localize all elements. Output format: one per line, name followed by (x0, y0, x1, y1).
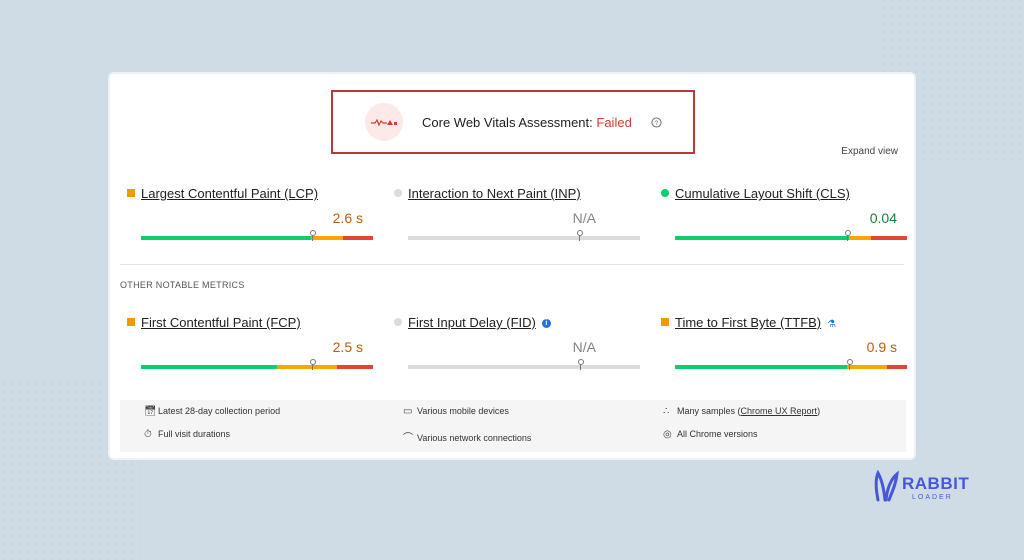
p75-marker-stem (579, 235, 580, 241)
rabbit-ears-icon (874, 470, 899, 502)
metric-label[interactable]: First Contentful Paint (FCP) (141, 315, 301, 330)
metric-fid: First Input Delay (FID) i N/A (394, 315, 640, 377)
wifi-icon: ⌒ (403, 433, 413, 444)
status-square-icon (127, 318, 135, 326)
metric-cls: Cumulative Layout Shift (CLS) 0.04 (661, 186, 907, 248)
metric-label[interactable]: First Input Delay (FID) i (408, 315, 551, 330)
info-collection-period: 📅︎Latest 28-day collection period (144, 406, 281, 417)
metric-ttfb: Time to First Byte (TTFB) ⚗ 0.9 s (661, 315, 907, 377)
metric-lcp: Largest Contentful Paint (LCP) 2.6 s (127, 186, 373, 248)
collection-info-panel: 📅︎Latest 28-day collection period ⏱︎ Full… (120, 400, 906, 452)
assessment-title: Core Web Vitals Assessment: Failed (422, 115, 632, 130)
info-chrome-versions: ◎ All Chrome versions (663, 429, 758, 440)
p75-marker (310, 230, 316, 236)
metric-value: 0.04 (869, 210, 897, 226)
assessment-label: Core Web Vitals Assessment: (422, 115, 593, 130)
p75-marker (310, 359, 316, 365)
failed-badge-icon (365, 103, 403, 141)
p75-marker (578, 359, 584, 365)
calendar-icon: 📅︎ (144, 406, 157, 417)
status-square-icon (661, 318, 669, 326)
devices-icon: ▭ (403, 406, 413, 417)
metric-value: 2.6 s (332, 210, 363, 226)
help-icon[interactable]: ? (651, 117, 662, 128)
assessment-status: Failed (596, 115, 632, 130)
assessment-banner: Core Web Vitals Assessment: Failed ? (331, 90, 695, 154)
people-icon: ∴ (663, 406, 670, 417)
section-divider (120, 264, 904, 265)
svg-text:?: ? (655, 120, 659, 127)
distribution-bar (675, 365, 907, 369)
metric-value: 0.9 s (866, 339, 897, 355)
distribution-bar (408, 236, 640, 240)
p75-marker-stem (580, 364, 581, 370)
info-devices: ▭ Various mobile devices (403, 406, 509, 417)
flask-icon[interactable]: ⚗ (827, 319, 837, 330)
status-circle-icon (661, 189, 669, 197)
distribution-bar (675, 236, 907, 240)
other-metrics-heading: OTHER NOTABLE METRICS (120, 280, 245, 290)
metric-value: 2.5 s (332, 339, 363, 355)
metric-value: N/A (572, 339, 596, 355)
metric-label[interactable]: Interaction to Next Paint (INP) (408, 186, 581, 201)
p75-marker-stem (849, 364, 850, 370)
stopwatch-icon: ⏱︎ (144, 429, 152, 440)
chrome-icon: ◎ (663, 429, 672, 440)
metric-label[interactable]: Cumulative Layout Shift (CLS) (675, 186, 850, 201)
brand-subname: LOADER (912, 494, 953, 501)
metric-inp: Interaction to Next Paint (INP) N/A (394, 186, 640, 248)
info-icon[interactable]: i (541, 319, 551, 329)
p75-marker (577, 230, 583, 236)
status-square-icon (127, 189, 135, 197)
p75-marker (845, 230, 851, 236)
info-samples: ∴ Many samples (Chrome UX Report) (663, 406, 821, 417)
status-circle-icon (394, 189, 402, 197)
metric-value: N/A (572, 210, 596, 226)
distribution-bar (141, 236, 373, 240)
expand-view-link[interactable]: Expand view (841, 146, 898, 157)
p75-marker-stem (312, 364, 313, 370)
p75-marker-stem (312, 235, 313, 241)
info-visit-durations: ⏱︎ Full visit durations (144, 429, 231, 440)
chrome-ux-report-link[interactable]: Chrome UX Report (740, 406, 818, 416)
metric-fcp: First Contentful Paint (FCP) 2.5 s (127, 315, 373, 377)
distribution-bar (408, 365, 640, 369)
rabbit-loader-logo: RABBIT LOADER (872, 468, 984, 508)
metric-label[interactable]: Largest Contentful Paint (LCP) (141, 186, 319, 201)
metric-label[interactable]: Time to First Byte (TTFB) ⚗ (675, 315, 837, 330)
brand-name: RABBIT (902, 474, 970, 493)
info-network: ⌒ Various network connections (403, 429, 531, 444)
distribution-bar (141, 365, 373, 369)
status-circle-icon (394, 318, 402, 326)
cwv-report-card: Core Web Vitals Assessment: Failed ? Exp… (108, 72, 916, 460)
p75-marker (847, 359, 853, 365)
p75-marker-stem (847, 235, 848, 241)
